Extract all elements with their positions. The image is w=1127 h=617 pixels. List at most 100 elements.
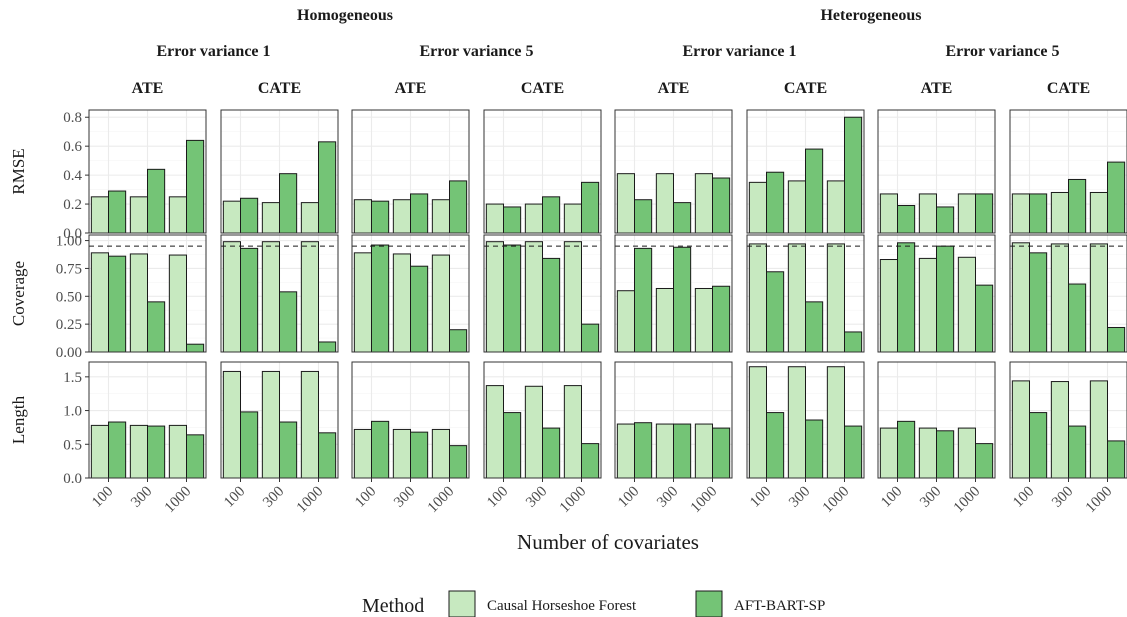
bar-causal-horseshoe-forest-100: [1011, 380, 1031, 479]
bar-aft-bart-sp-1000: [844, 331, 863, 353]
row-label-coverage: Coverage: [9, 261, 28, 326]
bar-causal-horseshoe-forest-300: [655, 423, 675, 479]
bar-causal-horseshoe-forest-1000: [1089, 191, 1108, 234]
bar-causal-horseshoe-forest-100: [90, 424, 109, 479]
panel-coverage-4: [483, 234, 602, 353]
bar-aft-bart-sp-1000: [449, 329, 468, 353]
panel-border: [877, 234, 996, 353]
bar-causal-horseshoe-forest-1000: [300, 241, 319, 353]
bar-causal-horseshoe-forest-300: [129, 424, 148, 479]
panel-length-1: [88, 361, 207, 479]
panel-border: [351, 234, 470, 353]
strip-ate: ATE: [132, 80, 164, 97]
x-tick-label: 300: [1049, 484, 1076, 511]
panel-border: [746, 234, 865, 353]
bar-causal-horseshoe-forest-300: [918, 427, 938, 479]
panel-length-2: [220, 361, 339, 479]
panel-border: [614, 109, 733, 234]
panel-length-5: [614, 361, 733, 479]
bar-causal-horseshoe-forest-100: [616, 290, 636, 353]
bar-causal-horseshoe-forest-300: [261, 241, 280, 353]
bar-causal-horseshoe-forest-1000: [694, 423, 714, 479]
panel-border: [746, 109, 865, 234]
x-tick-label: 1000: [1083, 484, 1116, 517]
x-tick-label: 300: [260, 484, 287, 511]
bar-causal-horseshoe-forest-300: [261, 202, 280, 234]
bar-causal-horseshoe-forest-300: [918, 257, 938, 353]
panel-rmse-1: [88, 109, 207, 234]
bar-aft-bart-sp-100: [634, 422, 653, 479]
panel-border: [351, 109, 470, 234]
x-tick-label: 100: [352, 484, 379, 511]
bar-aft-bart-sp-300: [410, 265, 429, 353]
bar-aft-bart-sp-300: [805, 148, 824, 234]
bar-aft-bart-sp-1000: [449, 445, 468, 479]
bar-aft-bart-sp-100: [371, 200, 390, 234]
bar-causal-horseshoe-forest-1000: [300, 370, 319, 479]
bar-causal-horseshoe-forest-100: [90, 252, 109, 353]
bar-aft-bart-sp-300: [936, 245, 955, 353]
bar-causal-horseshoe-forest-300: [787, 243, 807, 353]
strip-error-variance-1: Error variance 1: [682, 43, 796, 60]
x-tick-label: 300: [654, 484, 681, 511]
bar-causal-horseshoe-forest-100: [879, 427, 899, 479]
panel-rmse-7: [877, 109, 996, 234]
bar-causal-horseshoe-forest-100: [90, 196, 109, 234]
bar-aft-bart-sp-100: [240, 411, 259, 479]
strip-ate: ATE: [658, 80, 690, 97]
bar-aft-bart-sp-100: [371, 420, 390, 479]
bar-aft-bart-sp-1000: [975, 193, 994, 234]
bar-aft-bart-sp-1000: [712, 285, 731, 353]
bar-causal-horseshoe-forest-100: [748, 243, 768, 353]
facet-panels: [88, 109, 1127, 479]
bar-causal-horseshoe-forest-100: [748, 366, 768, 479]
bar-aft-bart-sp-300: [805, 419, 824, 479]
bar-aft-bart-sp-300: [1068, 425, 1087, 479]
panel-coverage-1: [88, 234, 207, 353]
y-tick-label: 0.4: [63, 168, 82, 184]
bar-aft-bart-sp-100: [108, 421, 127, 479]
panel-rmse-2: [220, 109, 339, 234]
bar-causal-horseshoe-forest-300: [129, 196, 148, 234]
y-tick-label: 0.0: [63, 226, 82, 242]
bar-aft-bart-sp-300: [936, 206, 955, 234]
bar-aft-bart-sp-100: [766, 171, 785, 234]
bar-causal-horseshoe-forest-100: [353, 428, 372, 479]
strip-error-variance-5: Error variance 5: [945, 43, 1059, 60]
y-tick-label: 0.5: [63, 437, 82, 453]
bar-aft-bart-sp-1000: [581, 443, 600, 479]
strip-error-variance-5: Error variance 5: [419, 43, 533, 60]
bar-aft-bart-sp-300: [1068, 178, 1087, 234]
bar-causal-horseshoe-forest-1000: [826, 243, 846, 353]
panel-coverage-6: [746, 234, 865, 353]
bar-causal-horseshoe-forest-1000: [168, 254, 187, 353]
bar-causal-horseshoe-forest-100: [485, 203, 504, 234]
bar-aft-bart-sp-1000: [712, 427, 731, 479]
bar-causal-horseshoe-forest-1000: [168, 424, 187, 479]
bar-aft-bart-sp-100: [1029, 252, 1048, 353]
bar-causal-horseshoe-forest-1000: [168, 196, 187, 234]
panel-rmse-4: [483, 109, 602, 234]
bar-aft-bart-sp-100: [766, 271, 785, 353]
x-tick-label: 100: [221, 484, 248, 511]
legend: Method Causal Horseshoe Forest AFT-BART-…: [362, 590, 825, 617]
bar-aft-bart-sp-1000: [581, 323, 600, 353]
bar-causal-horseshoe-forest-300: [392, 199, 411, 234]
x-tick-label: 100: [1010, 484, 1037, 511]
panel-border: [1009, 109, 1127, 234]
bar-aft-bart-sp-100: [240, 247, 259, 353]
x-tick-label: 300: [128, 484, 155, 511]
x-tick-label: 300: [523, 484, 550, 511]
x-tick-label: 100: [747, 484, 774, 511]
y-tick-label: 1.5: [63, 370, 82, 386]
bar-aft-bart-sp-100: [766, 412, 785, 479]
y-tick-label: 0.50: [56, 289, 82, 305]
bar-causal-horseshoe-forest-100: [485, 241, 504, 353]
panel-border: [483, 109, 602, 234]
bar-aft-bart-sp-300: [279, 291, 298, 353]
bar-aft-bart-sp-100: [108, 255, 127, 353]
bar-aft-bart-sp-1000: [1107, 440, 1126, 479]
bar-aft-bart-sp-1000: [975, 443, 994, 479]
bar-aft-bart-sp-100: [897, 420, 916, 479]
